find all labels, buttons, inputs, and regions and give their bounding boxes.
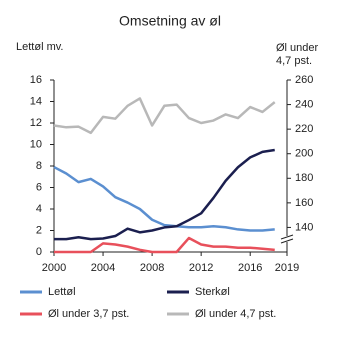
y2-tick-label: 220 <box>295 123 313 135</box>
x-tick-label: 2008 <box>140 262 164 274</box>
chart-title: Omsetning av øl <box>119 13 221 29</box>
x-tick-label: 2019 <box>275 262 299 274</box>
axis-break <box>280 234 294 244</box>
y2-tick-label: 160 <box>295 197 313 209</box>
legend-label: Øl under 4,7 pst. <box>195 308 276 320</box>
y2-tick-label: 240 <box>295 98 313 110</box>
y-tick-label: 0 <box>36 246 42 258</box>
y-tick-label: 14 <box>30 95 42 107</box>
y-tick-label: 12 <box>30 117 42 129</box>
y-axis-label: Lettøl mv. <box>16 41 63 53</box>
y2-tick-label: 200 <box>295 148 313 160</box>
x-tick-label: 2012 <box>189 262 213 274</box>
series-line <box>54 236 275 254</box>
legend-label: Øl under 3,7 pst. <box>48 308 129 320</box>
x-tick-label: 2000 <box>42 262 66 274</box>
y-tick-label: 10 <box>30 138 42 150</box>
y-tick-label: 4 <box>36 203 42 215</box>
axis-break-gap <box>282 236 292 242</box>
y2-tick-label: 140 <box>295 221 313 233</box>
x-tick-label: 2004 <box>91 262 115 274</box>
legend-label: Sterkøl <box>195 286 230 298</box>
axis-break-line <box>280 238 294 244</box>
y2-tick-label: 260 <box>295 74 313 86</box>
series-line <box>53 97 276 135</box>
y2-axis-label: 4,7 pst. <box>276 55 312 67</box>
series-line <box>54 148 275 241</box>
y-tick-label: 6 <box>36 181 42 193</box>
y2-tick-label: 180 <box>295 172 313 184</box>
y2-axis-label: Øl under <box>276 42 319 54</box>
y-tick-label: 2 <box>36 224 42 236</box>
x-tick-label: 2016 <box>238 262 262 274</box>
series-line <box>53 165 275 232</box>
axis-break-line <box>280 234 294 240</box>
y-tick-label: 16 <box>30 74 42 86</box>
y-tick-label: 8 <box>36 160 42 172</box>
legend-label: Lettøl <box>48 286 76 298</box>
